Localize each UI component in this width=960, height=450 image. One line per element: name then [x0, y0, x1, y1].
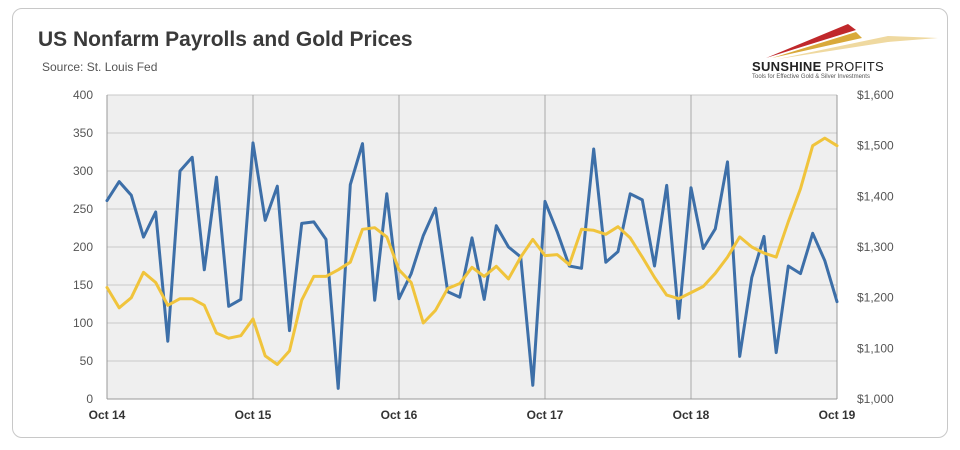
chart-source: Source: St. Louis Fed [42, 60, 158, 74]
payrolls-series-line [105, 141, 839, 390]
y-right-tick-label: $1,400 [857, 189, 894, 203]
logo-name-bold: SUNSHINE [752, 59, 822, 74]
y-left-tick-label: 100 [73, 316, 93, 330]
y-left-tick-label: 350 [73, 126, 93, 140]
y-left-tick-label: 150 [73, 278, 93, 292]
y-left-tick-label: 200 [73, 240, 93, 254]
y-right-tick-label: $1,200 [857, 291, 894, 305]
y-right-tick-label: $1,000 [857, 392, 894, 406]
logo-tagline: Tools for Effective Gold & Silver Invest… [752, 74, 870, 80]
y-left-tick-label: 400 [73, 88, 93, 102]
logo-name: SUNSHINE PROFITS [752, 59, 884, 74]
y-right-tick-label: $1,100 [857, 341, 894, 355]
x-tick-label: Oct 15 [235, 408, 272, 422]
y-left-tick-label: 50 [80, 354, 94, 368]
y-left-tick-label: 250 [73, 202, 93, 216]
x-tick-label: Oct 14 [89, 408, 126, 422]
gold-price-series-line [105, 136, 839, 366]
y-right-tick-label: $1,300 [857, 240, 894, 254]
x-tick-label: Oct 16 [381, 408, 418, 422]
y-right-tick-label: $1,500 [857, 139, 894, 153]
y-right-tick-label: $1,600 [857, 88, 894, 102]
x-tick-label: Oct 17 [527, 408, 564, 422]
logo-name-light: PROFITS [821, 59, 884, 74]
x-tick-label: Oct 18 [673, 408, 710, 422]
sunshine-profits-logo-icon [766, 24, 938, 59]
x-tick-label: Oct 19 [819, 408, 856, 422]
y-left-tick-label: 300 [73, 164, 93, 178]
chart-title: US Nonfarm Payrolls and Gold Prices [38, 28, 413, 51]
y-left-tick-label: 0 [86, 392, 93, 406]
